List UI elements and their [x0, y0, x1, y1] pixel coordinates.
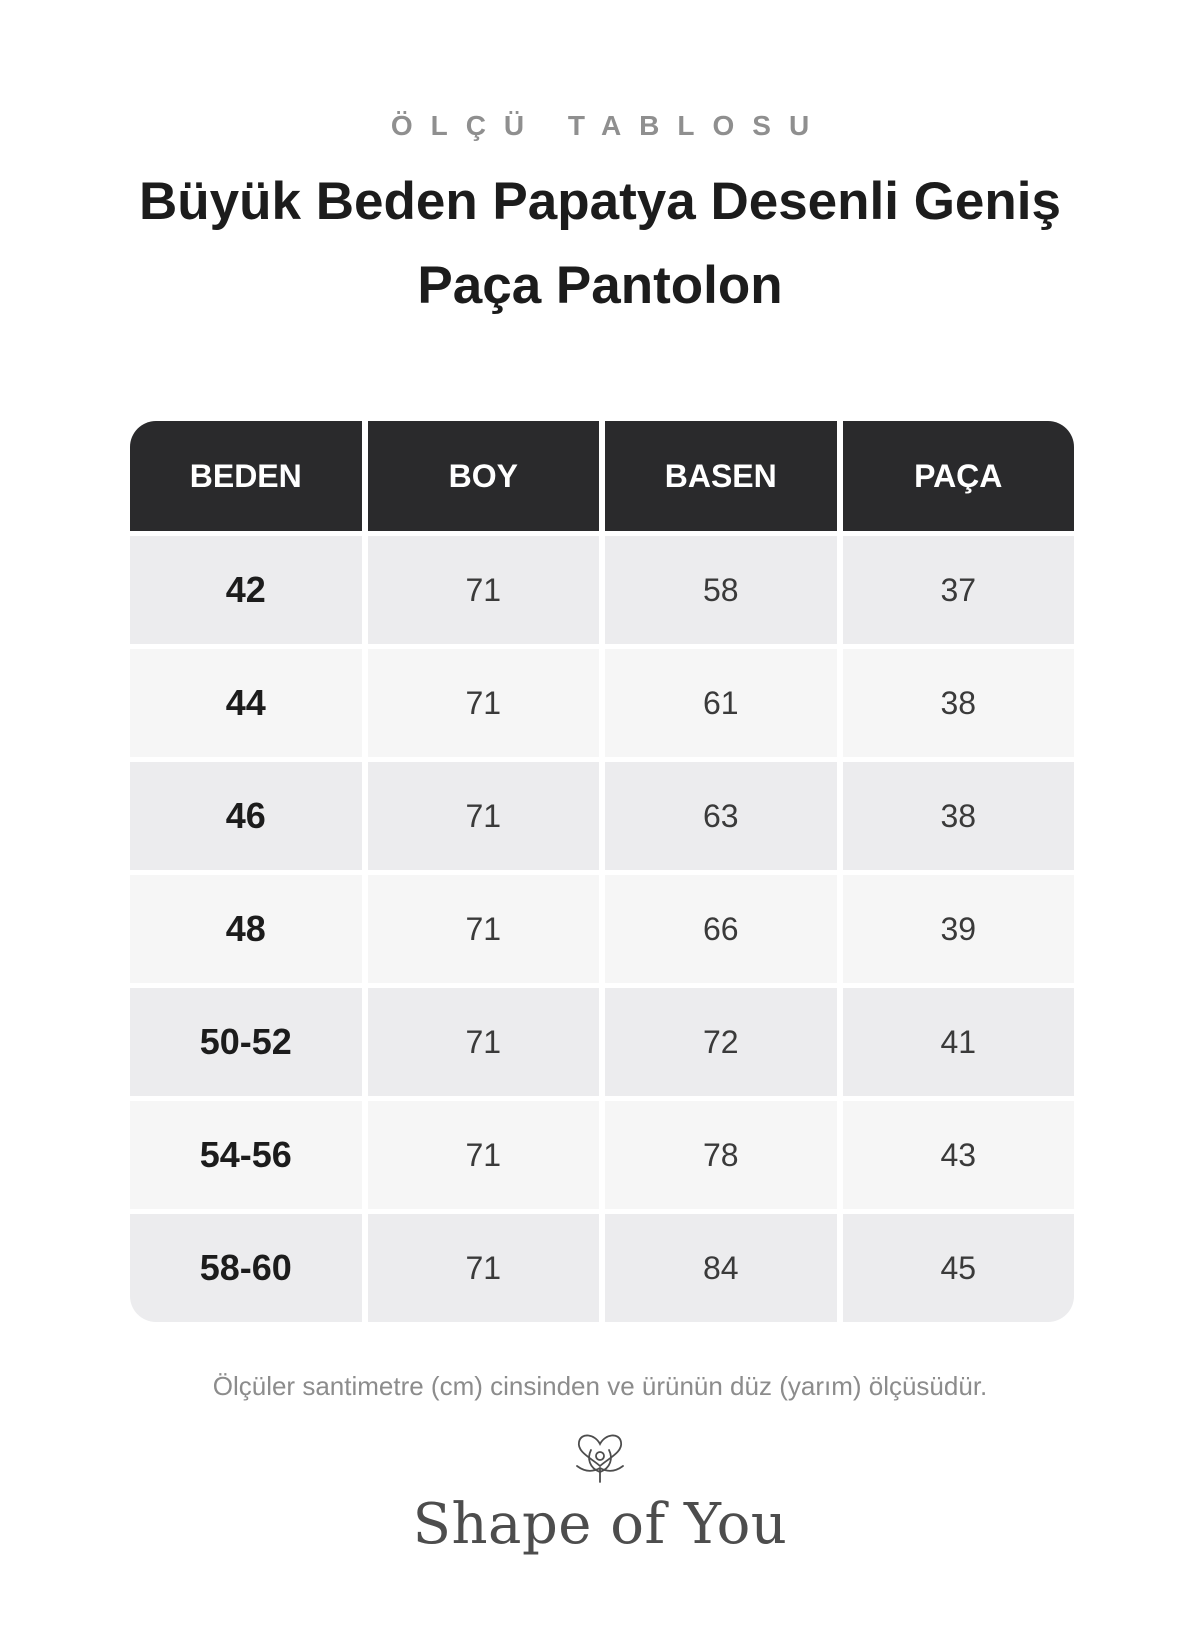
boy-cell: 71 [367, 649, 599, 757]
boy-cell: 71 [367, 988, 599, 1096]
size-cell: 46 [130, 762, 362, 870]
paca-cell: 37 [842, 536, 1074, 644]
basen-cell: 78 [605, 1101, 837, 1209]
basen-cell: 66 [605, 875, 837, 983]
table-header-row: BEDEN BOY BASEN PAÇA [130, 421, 1074, 531]
boy-cell: 71 [367, 762, 599, 870]
boy-cell: 71 [367, 536, 599, 644]
table-row: 50-52 71 72 41 [130, 988, 1074, 1096]
measurement-note: Ölçüler santimetre (cm) cinsinden ve ürü… [212, 1371, 988, 1401]
boy-cell: 71 [367, 1101, 599, 1209]
basen-cell: 61 [605, 649, 837, 757]
table-row: 46 71 63 38 [130, 762, 1074, 870]
eyebrow-text: ÖLÇÜ TABLOSU [390, 110, 828, 141]
column-header-paca: PAÇA [842, 421, 1074, 531]
basen-cell: 63 [605, 762, 837, 870]
basen-cell: 72 [605, 988, 837, 1096]
size-cell: 48 [130, 875, 362, 983]
table-row: 54-56 71 78 43 [130, 1101, 1074, 1209]
basen-cell: 84 [605, 1214, 837, 1322]
paca-cell: 39 [842, 875, 1074, 983]
paca-cell: 41 [842, 988, 1074, 1096]
table-row: 42 71 58 37 [130, 536, 1074, 644]
eyebrow-label: ÖLÇÜ TABLOSU [0, 106, 1200, 146]
paca-cell: 38 [842, 762, 1074, 870]
column-header-beden: BEDEN [130, 421, 362, 531]
paca-cell: 45 [842, 1214, 1074, 1322]
size-cell: 58-60 [130, 1214, 362, 1322]
size-cell: 50-52 [130, 988, 362, 1096]
basen-cell: 58 [605, 536, 837, 644]
column-header-basen: BASEN [605, 421, 837, 531]
heart-knot-icon [576, 1434, 624, 1483]
paca-cell: 38 [842, 649, 1074, 757]
page-title: Büyük Beden Papatya Desenli Geniş Paça P… [139, 172, 1061, 315]
column-header-boy: BOY [367, 421, 599, 531]
size-table: BEDEN BOY BASEN PAÇA 42 71 58 37 44 71 6… [130, 421, 1074, 1322]
boy-cell: 71 [367, 875, 599, 983]
size-table-container: BEDEN BOY BASEN PAÇA 42 71 58 37 44 71 6… [130, 421, 1074, 1322]
table-row: 48 71 66 39 [130, 875, 1074, 983]
paca-cell: 43 [842, 1101, 1074, 1209]
boy-cell: 71 [367, 1214, 599, 1322]
table-row: 44 71 61 38 [130, 649, 1074, 757]
size-cell: 54-56 [130, 1101, 362, 1209]
brand-logo-text: Shape of You [412, 1492, 788, 1557]
size-cell: 44 [130, 649, 362, 757]
size-cell: 42 [130, 536, 362, 644]
table-row: 58-60 71 84 45 [130, 1214, 1074, 1322]
